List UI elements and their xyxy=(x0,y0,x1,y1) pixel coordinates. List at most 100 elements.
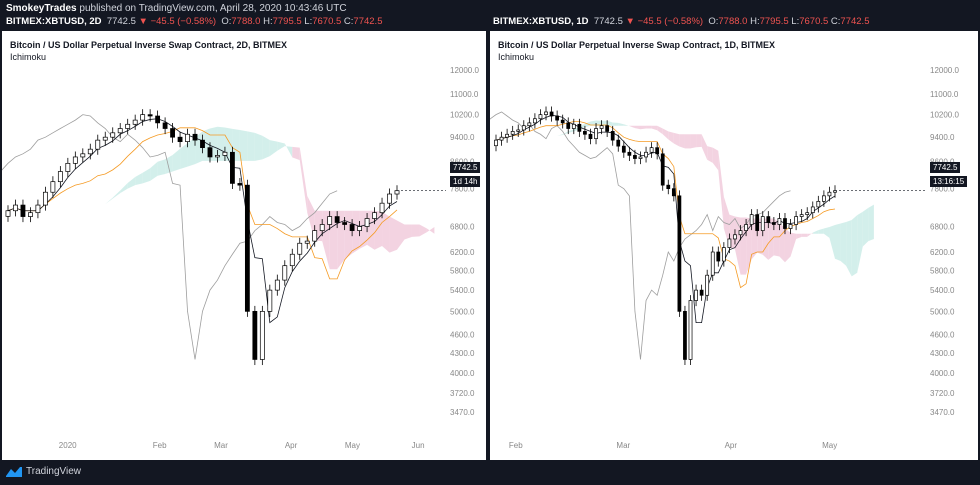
candle-body xyxy=(372,212,377,219)
candle-body xyxy=(72,156,78,164)
candle-body xyxy=(215,155,220,158)
ichimoku-cloud-segment xyxy=(551,135,558,138)
candle-body xyxy=(583,131,587,135)
right-open: 7788.0 xyxy=(718,16,748,27)
ichimoku-cloud-segment xyxy=(404,224,412,240)
ichimoku-cloud-segment xyxy=(846,220,852,277)
candle-body xyxy=(50,181,56,193)
candle-body xyxy=(827,191,832,197)
ichimoku-cloud-segment xyxy=(657,125,663,135)
left-chart-svg[interactable]: 12000.011000.010200.09400.08600.07800.06… xyxy=(2,31,486,460)
candle-body xyxy=(660,153,665,186)
left-symbol-line: BITMEX:XBTUSD, 2D 7742.5 ▼ −45.5 (−0.58%… xyxy=(6,16,383,27)
y-tick-label: 5400.0 xyxy=(450,286,475,295)
ichimoku-cloud-segment xyxy=(97,204,106,211)
ichimoku-cloud-segment xyxy=(784,228,791,263)
ichimoku-cloud-segment xyxy=(634,125,641,130)
ichimoku-cloud-segment xyxy=(801,233,808,237)
left-chart-panel[interactable]: 12000.011000.010200.09400.08600.07800.06… xyxy=(2,31,486,460)
ichimoku-cloud-segment xyxy=(768,218,774,260)
candle-body xyxy=(627,151,632,156)
candle-body xyxy=(760,216,765,231)
candle-body xyxy=(755,214,760,231)
candle-body xyxy=(349,224,355,231)
x-tick-label: May xyxy=(345,441,360,450)
y-tick-label: 4600.0 xyxy=(930,330,955,339)
candle-body xyxy=(185,133,190,142)
ichimoku-cloud-segment xyxy=(835,223,841,262)
ichimoku-cloud-segment xyxy=(662,128,669,140)
candle-body xyxy=(177,136,183,142)
chikou-span-line xyxy=(2,114,338,360)
publish-info: SmokeyTrades published on TradingView.co… xyxy=(6,3,347,14)
left-low: 7670.5 xyxy=(312,16,342,27)
right-chart-panel[interactable]: 12000.011000.010200.09400.08600.07800.06… xyxy=(490,31,978,460)
right-chart-title: Bitcoin / US Dollar Perpetual Inverse Sw… xyxy=(498,40,776,50)
candle-body xyxy=(230,151,235,184)
right-symbol[interactable]: BITMEX:XBTUSD, 1D xyxy=(493,16,589,27)
left-indicator-label: Ichimoku xyxy=(10,52,47,62)
candle-body xyxy=(822,195,826,202)
candle-body xyxy=(577,123,582,132)
tradingview-logo[interactable]: TradingView xyxy=(6,466,81,477)
author-name[interactable]: SmokeyTrades xyxy=(6,3,77,14)
y-tick-label: 9400.0 xyxy=(450,133,475,142)
candle-body xyxy=(649,147,654,153)
ichimoku-cloud-segment xyxy=(180,143,188,170)
candle-body xyxy=(566,122,571,129)
right-countdown: 13:16:15 xyxy=(930,176,968,187)
candle-body xyxy=(494,139,498,147)
candle-body xyxy=(192,133,198,141)
kijun-sen-line xyxy=(7,127,398,280)
ichimoku-cloud-segment xyxy=(868,204,874,242)
ichimoku-cloud-segment xyxy=(374,210,383,250)
ichimoku-cloud-segment xyxy=(623,124,630,127)
ichimoku-cloud-segment xyxy=(120,182,128,194)
x-tick-label: Feb xyxy=(153,441,167,450)
ichimoku-cloud-segment xyxy=(112,190,121,199)
candle-body xyxy=(364,218,370,227)
ichimoku-cloud-segment xyxy=(590,120,597,126)
candle-body xyxy=(571,123,576,129)
y-tick-label: 4000.0 xyxy=(450,369,475,378)
candle-body xyxy=(721,247,726,262)
ichimoku-cloud-segment xyxy=(557,134,563,136)
candle-body xyxy=(342,222,348,225)
y-tick-label: 9400.0 xyxy=(930,133,955,142)
y-tick-label: 7800.0 xyxy=(450,185,475,194)
candle-body xyxy=(207,147,213,158)
right-chart-svg[interactable]: 12000.011000.010200.09400.08600.07800.06… xyxy=(490,31,978,460)
candle-body xyxy=(788,224,793,229)
candle-body xyxy=(28,212,33,217)
candle-body xyxy=(671,188,676,197)
right-change: −45.5 (−0.58%) xyxy=(637,16,704,27)
ichimoku-cloud-segment xyxy=(105,197,113,205)
candle-body xyxy=(655,147,660,155)
left-symbol[interactable]: BITMEX:XBTUSD, 2D xyxy=(6,16,102,27)
candle-body xyxy=(312,230,318,242)
candle-body xyxy=(65,162,71,172)
candle-body xyxy=(699,289,704,296)
candle-body xyxy=(605,125,610,132)
candle-body xyxy=(20,204,26,217)
x-tick-label: Apr xyxy=(725,441,738,450)
candle-body xyxy=(505,133,509,138)
candle-body xyxy=(733,234,737,240)
candle-body xyxy=(516,129,521,132)
chikou-span-line xyxy=(490,111,791,360)
candle-body xyxy=(5,210,11,217)
candle-body xyxy=(705,274,710,296)
candle-body xyxy=(777,218,782,225)
candle-body xyxy=(510,131,515,135)
down-arrow-icon: ▼ xyxy=(138,16,148,27)
ichimoku-cloud-segment xyxy=(568,129,574,133)
ichimoku-cloud-segment xyxy=(337,210,345,270)
candle-body xyxy=(694,289,698,301)
y-tick-label: 3720.0 xyxy=(450,389,475,398)
ichimoku-cloud-segment xyxy=(307,195,315,241)
candle-body xyxy=(683,311,687,360)
candle-body xyxy=(766,216,771,223)
y-tick-label: 4300.0 xyxy=(930,349,955,358)
y-tick-label: 4600.0 xyxy=(450,330,475,339)
candle-body xyxy=(677,195,682,312)
